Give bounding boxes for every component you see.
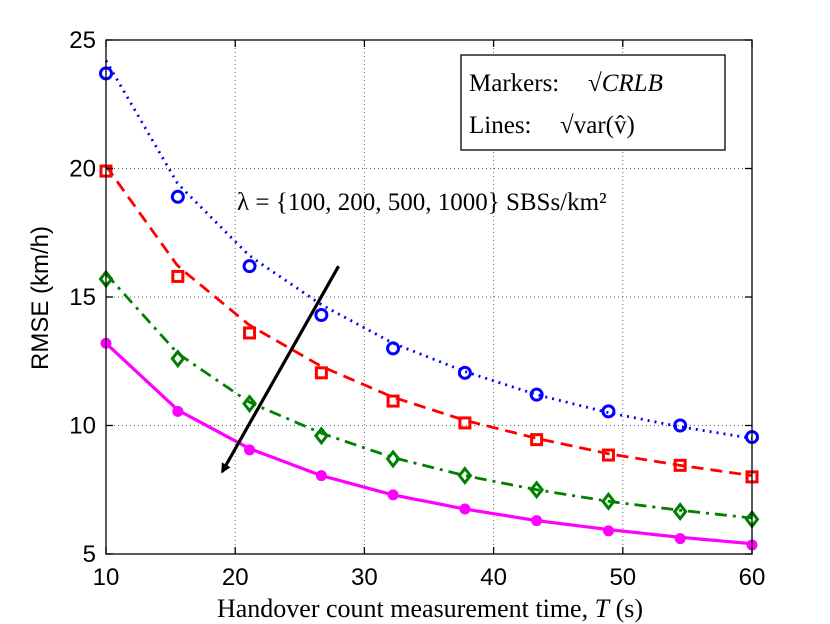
- marker-2-9: [673, 458, 687, 472]
- legend-box: [460, 54, 726, 151]
- marker-2-7: [530, 433, 544, 447]
- x-tick-label: 10: [93, 564, 120, 591]
- x-tick-label: 30: [351, 564, 378, 591]
- x-tick-label: 60: [739, 564, 766, 591]
- marker-2-8: [601, 448, 615, 462]
- marker-2-2: [171, 269, 185, 283]
- marker-4-9: [674, 533, 686, 545]
- marker-1-4: [314, 307, 329, 322]
- annotation-arrow: [220, 265, 340, 474]
- marker-4-3: [244, 444, 256, 456]
- series-line-4: [104, 342, 753, 546]
- marker-3-6: [457, 466, 473, 486]
- marker-4-4: [315, 470, 327, 482]
- marker-3-3: [242, 394, 257, 414]
- marker-1-3: [242, 259, 257, 274]
- y-tick-label: 5: [83, 541, 96, 568]
- legend: Markers: √CRLB Lines: √var(v̂): [460, 54, 726, 151]
- legend-lines-expr: √var(v̂): [560, 112, 635, 139]
- marker-2-3: [243, 326, 257, 340]
- series-markers: [98, 66, 760, 551]
- marker-4-6: [459, 503, 471, 515]
- marker-1-6: [457, 365, 472, 380]
- x-axis-label-var: T: [595, 594, 611, 623]
- x-tick-label: 40: [480, 564, 507, 591]
- marker-3-9: [672, 502, 688, 522]
- marker-1-2: [170, 189, 185, 204]
- marker-4-8: [602, 525, 614, 537]
- marker-1-9: [673, 418, 688, 433]
- series-line-2: [104, 165, 753, 478]
- series-line-3: [104, 272, 753, 520]
- x-axis-label-text: Handover count measurement time,: [217, 594, 595, 623]
- marker-3-7: [529, 480, 545, 500]
- y-tick-label: 15: [69, 284, 96, 311]
- x-tick-label: 50: [609, 564, 636, 591]
- marker-4-5: [387, 489, 399, 501]
- marker-3-4: [313, 426, 329, 446]
- marker-1-7: [529, 387, 544, 402]
- x-axis-label-unit: (s): [609, 594, 643, 623]
- axis-ticks: [105, 39, 753, 555]
- marker-4-7: [531, 515, 543, 527]
- y-tick-label: 25: [69, 27, 96, 54]
- marker-1-5: [386, 341, 401, 356]
- marker-1-8: [601, 404, 616, 419]
- marker-2-4: [314, 366, 328, 380]
- marker-3-8: [601, 491, 616, 511]
- legend-markers-expr: √CRLB: [588, 70, 663, 97]
- marker-2-6: [458, 416, 472, 430]
- marker-4-2: [172, 405, 184, 417]
- lambda-annotation: λ = {100, 200, 500, 1000} SBSs/km²: [237, 189, 607, 216]
- y-tick-label: 10: [69, 413, 96, 440]
- grid-lines: [106, 40, 752, 554]
- y-tick-label: 20: [69, 156, 96, 183]
- x-tick-label: 20: [222, 564, 249, 591]
- legend-markers-label: Markers:: [469, 70, 559, 97]
- series-lines: [104, 59, 753, 546]
- marker-3-2: [170, 349, 186, 369]
- legend-lines-label: Lines:: [469, 112, 532, 139]
- marker-3-5: [385, 449, 401, 469]
- x-axis-label: Handover count measurement time, T (s): [217, 594, 643, 623]
- marker-2-5: [386, 394, 400, 408]
- y-axis-label: RMSE (km/h): [27, 226, 54, 370]
